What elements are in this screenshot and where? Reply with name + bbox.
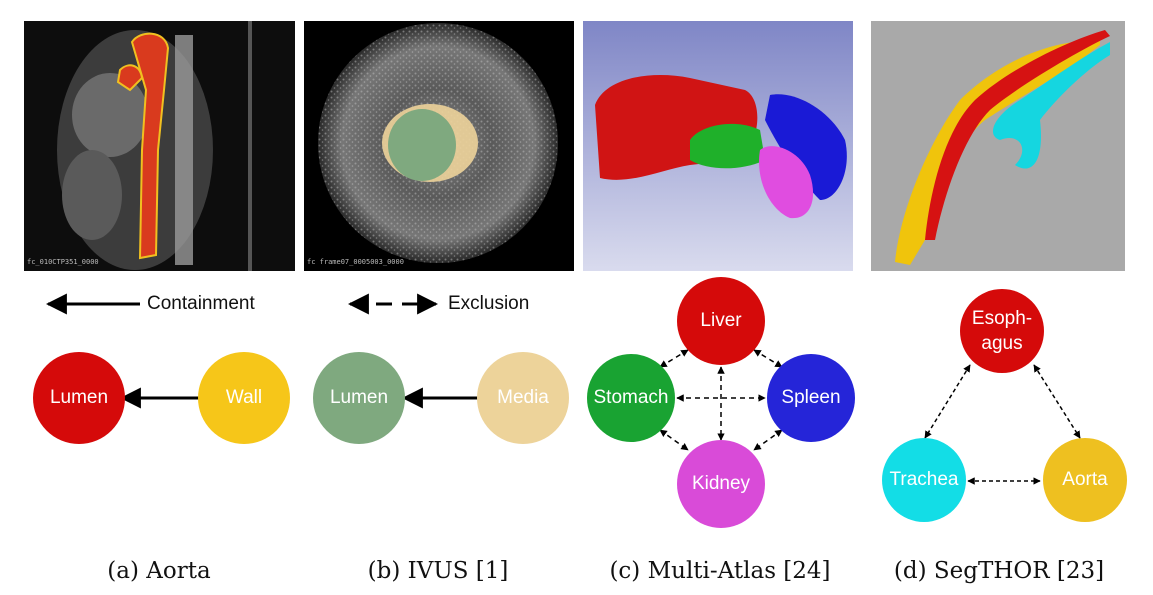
ivus-image-text: fc frame07_0005003_0000 [307, 258, 404, 266]
node-wall-label: Wall [226, 387, 262, 408]
graph-segthor: Esoph- agus Trachea Aorta [882, 289, 1127, 522]
node-lumen-a [33, 352, 125, 444]
node-aorta-label: Aorta [1062, 469, 1108, 490]
node-kidney-label: Kidney [692, 473, 751, 494]
caption-c: (c) Multi-Atlas [24] [609, 558, 830, 584]
node-lumen-b-label: Lumen [330, 387, 388, 408]
node-liver [677, 277, 765, 365]
edge-esophagus-aorta [1033, 364, 1081, 439]
graph-multi-atlas: Liver Stomach Spleen Kidney [587, 277, 855, 528]
node-esophagus [960, 289, 1044, 373]
node-spleen-label: Spleen [781, 387, 840, 408]
edge-esophagus-trachea [924, 364, 971, 439]
caption-d: (d) SegTHOR [23] [894, 558, 1104, 584]
node-wall [198, 352, 290, 444]
graph-aorta: Lumen Wall [33, 352, 290, 444]
ct-image-text: fc_010CTP351_0000 [27, 258, 99, 266]
multi-atlas-3d-image [583, 21, 853, 271]
node-lumen-b [313, 352, 405, 444]
node-stomach-label: Stomach [594, 387, 669, 408]
node-aorta [1043, 438, 1127, 522]
node-media-label: Media [497, 387, 549, 408]
node-spleen [767, 354, 855, 442]
exclusion-label: Exclusion [448, 293, 529, 314]
node-trachea [882, 438, 966, 522]
edge-liver-stomach [659, 349, 689, 368]
legend: Containment Exclusion [45, 293, 529, 315]
node-trachea-label: Trachea [890, 469, 959, 490]
ct-aorta-image: fc_010CTP351_0000 [24, 21, 295, 271]
node-lumen-a-label: Lumen [50, 387, 108, 408]
node-stomach [587, 354, 675, 442]
edge-spleen-kidney [753, 429, 783, 451]
containment-label: Containment [147, 293, 255, 314]
node-esophagus-label-line1: Esoph- [972, 308, 1032, 329]
node-media [477, 352, 569, 444]
node-liver-label: Liver [700, 310, 742, 331]
segthor-3d-image [871, 21, 1125, 271]
graph-ivus: Lumen Media [313, 352, 569, 444]
ivus-image: fc frame07_0005003_0000 [304, 21, 574, 271]
edge-liver-spleen [753, 349, 783, 368]
caption-b: (b) IVUS [1] [368, 558, 509, 584]
edge-stomach-kidney [659, 429, 689, 451]
node-esophagus-label-line2: agus [981, 333, 1022, 354]
node-kidney [677, 440, 765, 528]
caption-a: (a) Aorta [107, 558, 211, 584]
